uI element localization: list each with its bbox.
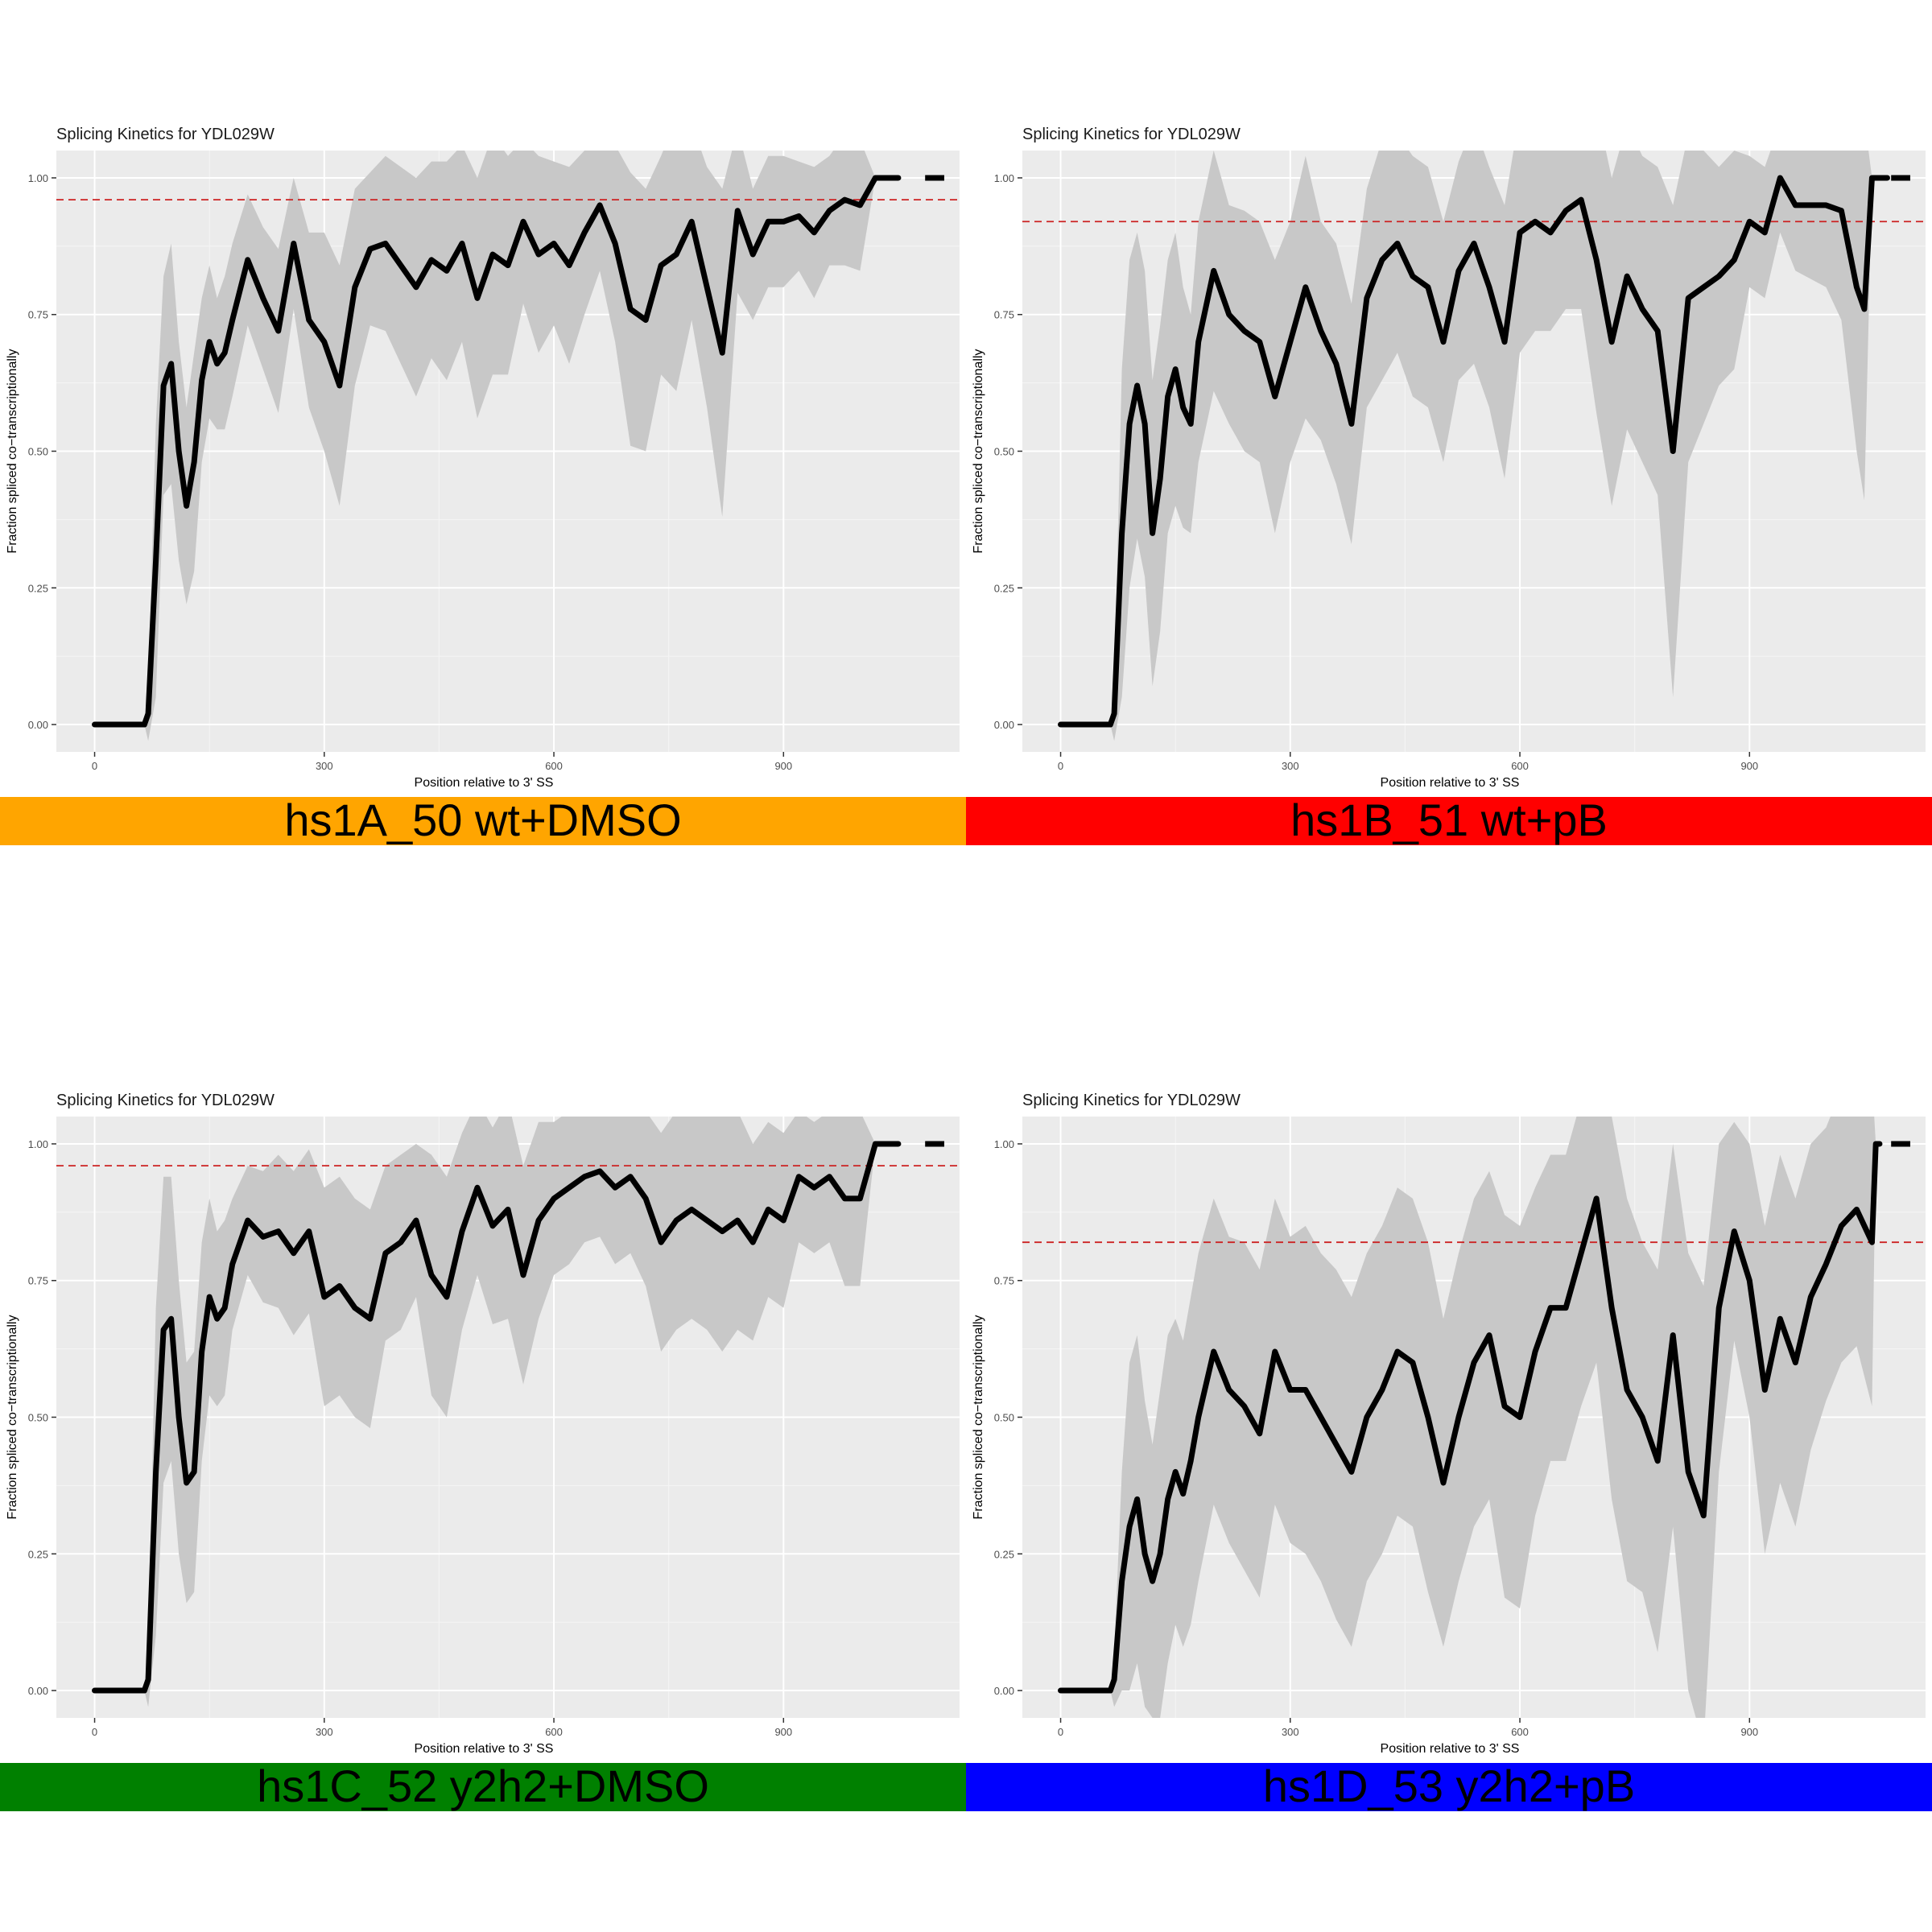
- y-tick-label: 0.00: [994, 719, 1014, 731]
- condition-banner: [966, 1763, 1932, 1811]
- x-tick-label: 300: [316, 760, 333, 772]
- x-tick-label: 0: [92, 1726, 97, 1738]
- series-line: [92, 175, 902, 728]
- x-tick-label: 0: [1058, 1726, 1063, 1738]
- chart-title: Splicing Kinetics for YDL029W: [56, 1092, 275, 1109]
- y-tick-label: 1.00: [994, 172, 1014, 184]
- y-tick-label: 0.00: [28, 719, 48, 731]
- y-tick-label: 0.75: [994, 309, 1014, 321]
- chart-panel-1: 0.00 0.25 0.50 0.75 1.00 0 300 600 900 Splicing K…: [0, 126, 966, 845]
- y-tick-label: 0.00: [994, 1685, 1014, 1697]
- x-tick-label: 600: [545, 1726, 563, 1738]
- chart-panel-3: 0.00 0.25 0.50 0.75 1.00 0 300 600 900 Splicing K…: [0, 1092, 966, 1811]
- y-tick-label: 1.00: [28, 1138, 48, 1150]
- y-tick-label: 0.75: [28, 1275, 48, 1287]
- y-tick-label: 0.25: [28, 582, 48, 594]
- chart-panel-2: 0.00 0.25 0.50 0.75 1.00 0 300 600 900 Splicing K…: [966, 126, 1932, 845]
- y-tick-label: 0.50: [28, 446, 48, 458]
- series-line: [92, 1141, 902, 1694]
- x-tick-label: 0: [1058, 760, 1063, 772]
- plot-data-area: [1022, 1117, 1926, 1718]
- condition-label: hs1A_50 wt+DMSO: [284, 795, 681, 845]
- x-tick-label: 900: [774, 760, 792, 772]
- y-tick-label: 1.00: [994, 1138, 1014, 1150]
- condition-label: hs1C_52 y2h2+DMSO: [257, 1761, 709, 1811]
- plot-data-area: [56, 1117, 960, 1707]
- y-tick-label: 0.50: [28, 1412, 48, 1424]
- plot-data-area: [1022, 151, 1926, 741]
- x-tick-label: 900: [1740, 760, 1758, 772]
- y-axis-label: Fraction spliced co−transcriptionally: [972, 349, 985, 554]
- x-axis-label: Position relative to 3' SS: [415, 776, 554, 790]
- x-tick-label: 300: [1282, 760, 1299, 772]
- y-tick-label: 0.00: [28, 1685, 48, 1697]
- x-tick-label: 600: [1511, 1726, 1529, 1738]
- plot-data-area: [56, 151, 960, 741]
- y-axis-label: Fraction spliced co−transcriptionally: [972, 1315, 985, 1520]
- x-tick-label: 300: [1282, 1726, 1299, 1738]
- chart-title: Splicing Kinetics for YDL029W: [1022, 1092, 1241, 1109]
- y-tick-label: 0.50: [994, 446, 1014, 458]
- y-tick-label: 0.75: [28, 309, 48, 321]
- y-tick-label: 0.75: [994, 1275, 1014, 1287]
- confidence-ribbon: [1060, 151, 1888, 741]
- condition-banner: [966, 797, 1932, 845]
- y-tick-label: 0.50: [994, 1412, 1014, 1424]
- x-tick-label: 900: [774, 1726, 792, 1738]
- y-tick-label: 0.25: [994, 1548, 1014, 1560]
- chart-panel-4: 0.00 0.25 0.50 0.75 1.00 0 300 600 900 Splicing K…: [966, 1092, 1932, 1811]
- confidence-ribbon: [94, 151, 898, 741]
- chart-title: Splicing Kinetics for YDL029W: [56, 126, 275, 143]
- x-tick-label: 900: [1740, 1726, 1758, 1738]
- x-tick-label: 600: [545, 760, 563, 772]
- condition-label: hs1D_53 y2h2+pB: [1263, 1761, 1635, 1811]
- chart-title: Splicing Kinetics for YDL029W: [1022, 126, 1241, 143]
- y-axis-label: Fraction spliced co−transcriptionally: [6, 1315, 19, 1520]
- condition-banner: [0, 1763, 966, 1811]
- x-tick-label: 600: [1511, 760, 1529, 772]
- x-axis-label: Position relative to 3' SS: [415, 1742, 554, 1756]
- confidence-ribbon: [1060, 1117, 1880, 1718]
- condition-banner: [0, 797, 966, 845]
- y-tick-label: 0.25: [28, 1548, 48, 1560]
- x-axis-label: Position relative to 3' SS: [1381, 776, 1520, 790]
- y-axis-label: Fraction spliced co−transcriptionally: [6, 349, 19, 554]
- series-line: [1058, 1141, 1883, 1694]
- series-line: [1058, 175, 1890, 728]
- y-tick-label: 0.25: [994, 582, 1014, 594]
- x-tick-label: 0: [92, 760, 97, 772]
- confidence-ribbon: [94, 1117, 898, 1707]
- condition-label: hs1B_51 wt+pB: [1290, 795, 1608, 845]
- x-tick-label: 300: [316, 1726, 333, 1738]
- x-axis-label: Position relative to 3' SS: [1381, 1742, 1520, 1756]
- y-tick-label: 1.00: [28, 172, 48, 184]
